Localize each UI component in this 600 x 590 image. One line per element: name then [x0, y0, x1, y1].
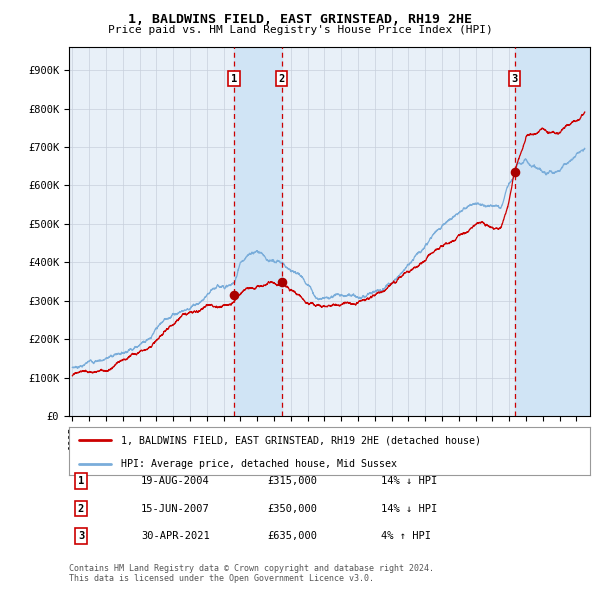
Text: 2: 2 [78, 504, 84, 513]
Text: 19-AUG-2004: 19-AUG-2004 [141, 476, 210, 486]
Text: HPI: Average price, detached house, Mid Sussex: HPI: Average price, detached house, Mid … [121, 459, 397, 469]
Text: Contains HM Land Registry data © Crown copyright and database right 2024.
This d: Contains HM Land Registry data © Crown c… [69, 563, 434, 583]
Text: 14% ↓ HPI: 14% ↓ HPI [381, 476, 437, 486]
Text: £350,000: £350,000 [267, 504, 317, 513]
Text: 14% ↓ HPI: 14% ↓ HPI [381, 504, 437, 513]
Text: 2: 2 [278, 74, 284, 84]
Text: £635,000: £635,000 [267, 532, 317, 541]
Text: 4% ↑ HPI: 4% ↑ HPI [381, 532, 431, 541]
Point [229, 290, 239, 300]
Text: 1: 1 [231, 74, 237, 84]
Text: 3: 3 [512, 74, 518, 84]
Point [277, 277, 286, 286]
Bar [234, 47, 281, 416]
Text: 1: 1 [78, 476, 84, 486]
Bar [515, 47, 590, 416]
Text: Price paid vs. HM Land Registry's House Price Index (HPI): Price paid vs. HM Land Registry's House … [107, 25, 493, 35]
Text: 1, BALDWINS FIELD, EAST GRINSTEAD, RH19 2HE (detached house): 1, BALDWINS FIELD, EAST GRINSTEAD, RH19 … [121, 435, 481, 445]
Text: 15-JUN-2007: 15-JUN-2007 [141, 504, 210, 513]
Text: £315,000: £315,000 [267, 476, 317, 486]
Text: 30-APR-2021: 30-APR-2021 [141, 532, 210, 541]
Point [510, 168, 520, 177]
Text: 1, BALDWINS FIELD, EAST GRINSTEAD, RH19 2HE: 1, BALDWINS FIELD, EAST GRINSTEAD, RH19 … [128, 13, 472, 26]
Text: 3: 3 [78, 532, 84, 541]
